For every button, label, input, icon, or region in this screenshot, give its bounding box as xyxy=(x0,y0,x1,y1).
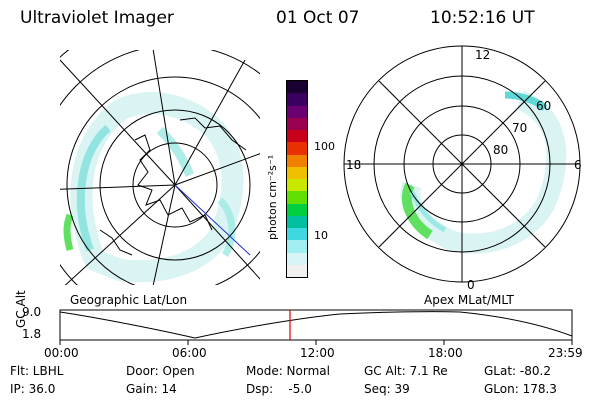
timeline-x-tick-0000: 00:00 xyxy=(44,346,79,360)
timeline-y-tick-low: 1.8 xyxy=(22,327,42,341)
dsp-value: Dsp: -5.0 xyxy=(246,382,312,396)
timeline-x-tick-1200: 12:00 xyxy=(300,346,335,360)
colorbar-segment xyxy=(287,264,307,277)
colorbar-segment xyxy=(287,93,307,106)
colorbar-segment xyxy=(287,228,307,241)
colorbar-segment xyxy=(287,203,307,216)
gc-alt-value: GC Alt: 7.1 Re xyxy=(364,364,448,378)
mlt-label-18: 18 xyxy=(346,158,362,172)
filter-value: Flt: LBHL xyxy=(10,364,64,378)
lat-label-80: 80 xyxy=(493,143,509,157)
colorbar-segment xyxy=(287,117,307,130)
mlt-label-6: 6 xyxy=(574,158,582,172)
colorbar-segment xyxy=(287,105,307,118)
gain-value: Gain: 14 xyxy=(126,382,177,396)
right-map-label: Apex MLat/MLT xyxy=(424,293,514,307)
colorbar-segment xyxy=(287,179,307,192)
mode-value: Mode: Normal xyxy=(246,364,330,378)
observation-date: 01 Oct 07 xyxy=(276,8,360,28)
colorbar-segment xyxy=(287,154,307,167)
colorbar xyxy=(286,80,308,278)
door-value: Door: Open xyxy=(126,364,195,378)
glat-value: GLat: -80.2 xyxy=(484,364,551,378)
ip-value: IP: 36.0 xyxy=(10,382,56,396)
observation-time: 10:52:16 UT xyxy=(430,8,535,28)
colorbar-segment xyxy=(287,130,307,143)
colorbar-tick-10: 10 xyxy=(314,229,328,242)
timeline-x-tick-2359: 23:59 xyxy=(548,346,583,360)
lat-label-60: 60 xyxy=(536,99,552,113)
mlt-label-0: 0 xyxy=(467,278,475,292)
colorbar-segment xyxy=(287,215,307,228)
colorbar-segment xyxy=(287,240,307,253)
timeline-y-tick-high: 9.0 xyxy=(22,305,42,319)
instrument-title: Ultraviolet Imager xyxy=(20,8,174,28)
mlt-label-12: 12 xyxy=(475,48,491,62)
colorbar-segment xyxy=(287,81,307,94)
glon-value: GLon: 178.3 xyxy=(484,382,557,396)
colorbar-segment xyxy=(287,166,307,179)
colorbar-segment xyxy=(287,142,307,155)
timeline-x-tick-1800: 18:00 xyxy=(428,346,463,360)
colorbar-tick-100: 100 xyxy=(314,140,335,153)
timeline-x-tick-0600: 06:00 xyxy=(172,346,207,360)
left-map-label: Geographic Lat/Lon xyxy=(70,293,188,307)
colorbar-segment xyxy=(287,191,307,204)
seq-value: Seq: 39 xyxy=(364,382,410,396)
lat-label-70: 70 xyxy=(512,121,528,135)
colorbar-segment xyxy=(287,252,307,265)
